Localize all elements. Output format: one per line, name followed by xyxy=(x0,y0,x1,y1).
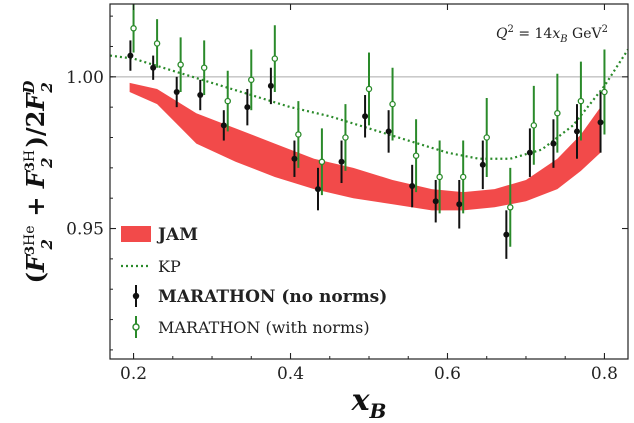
point-no-norms xyxy=(432,198,439,205)
point-with-norms xyxy=(342,134,349,141)
point-no-norms xyxy=(220,122,227,129)
y-tick-label: 1.00 xyxy=(66,68,104,88)
point-with-norms xyxy=(153,40,161,47)
point-no-norms xyxy=(314,186,321,193)
kp-line-layer xyxy=(110,48,628,160)
jam-band xyxy=(129,82,601,211)
point-no-norms xyxy=(526,149,533,156)
point-no-norms xyxy=(291,155,298,162)
legend-swatch-jam xyxy=(121,226,151,242)
legend: JAM KP MARATHON (no norms) MARATHON (wit… xyxy=(121,225,387,338)
point-with-norms xyxy=(436,173,443,181)
point-with-norms xyxy=(224,97,231,105)
point-with-norms xyxy=(554,109,561,117)
axis-ticks: 0.2 0.4 0.6 0.8 0.95 1.00 xyxy=(66,4,628,384)
x-tick-label: 0.2 xyxy=(120,364,147,384)
point-with-norms xyxy=(412,152,420,159)
legend-label-with-norms: MARATHON (with norms) xyxy=(158,318,370,337)
x-tick-label: 0.8 xyxy=(591,364,618,384)
point-with-norms xyxy=(271,55,279,62)
point-no-norms xyxy=(362,113,369,120)
point-with-norms xyxy=(483,134,490,141)
point-no-norms xyxy=(550,140,557,147)
point-no-norms xyxy=(173,88,180,95)
point-no-norms xyxy=(503,231,510,238)
legend-swatch-with-norms-marker xyxy=(132,323,140,331)
point-no-norms xyxy=(456,201,463,208)
point-no-norms xyxy=(267,82,274,89)
kp-line xyxy=(110,48,628,160)
data-points-layer xyxy=(127,4,608,259)
y-axis-label: (F3He2 + F3H2)/2FD2 xyxy=(20,81,56,284)
point-with-norms xyxy=(130,25,137,32)
q2-annotation: Q2 = 14xB GeV2 xyxy=(496,24,608,45)
point-no-norms xyxy=(573,128,580,135)
point-no-norms xyxy=(479,161,486,168)
x-axis-label: xB xyxy=(351,383,387,423)
point-with-norms xyxy=(248,76,255,84)
legend-label-kp: KP xyxy=(158,257,181,276)
legend-swatch-no-norms-marker xyxy=(132,292,140,300)
y-tick-label: 0.95 xyxy=(66,220,104,240)
point-with-norms xyxy=(365,85,373,93)
point-no-norms xyxy=(244,104,251,111)
point-no-norms xyxy=(127,52,134,59)
point-with-norms xyxy=(459,173,467,181)
point-with-norms xyxy=(530,122,538,129)
point-with-norms xyxy=(318,158,326,166)
point-no-norms xyxy=(197,92,204,99)
point-no-norms xyxy=(409,183,416,190)
point-no-norms xyxy=(150,64,157,71)
x-tick-label: 0.6 xyxy=(434,364,461,384)
point-with-norms xyxy=(601,88,608,96)
point-with-norms xyxy=(577,97,585,105)
x-tick-label: 0.4 xyxy=(277,364,304,384)
point-with-norms xyxy=(389,100,396,108)
point-no-norms xyxy=(338,158,345,165)
point-no-norms xyxy=(597,119,604,126)
point-with-norms xyxy=(200,64,208,71)
point-with-norms xyxy=(177,61,184,68)
point-no-norms xyxy=(385,128,392,135)
point-with-norms xyxy=(507,204,514,211)
legend-label-no-norms: MARATHON (no norms) xyxy=(158,287,387,307)
legend-label-jam: JAM xyxy=(156,225,198,245)
jam-band-layer xyxy=(129,82,601,211)
point-with-norms xyxy=(295,131,302,138)
